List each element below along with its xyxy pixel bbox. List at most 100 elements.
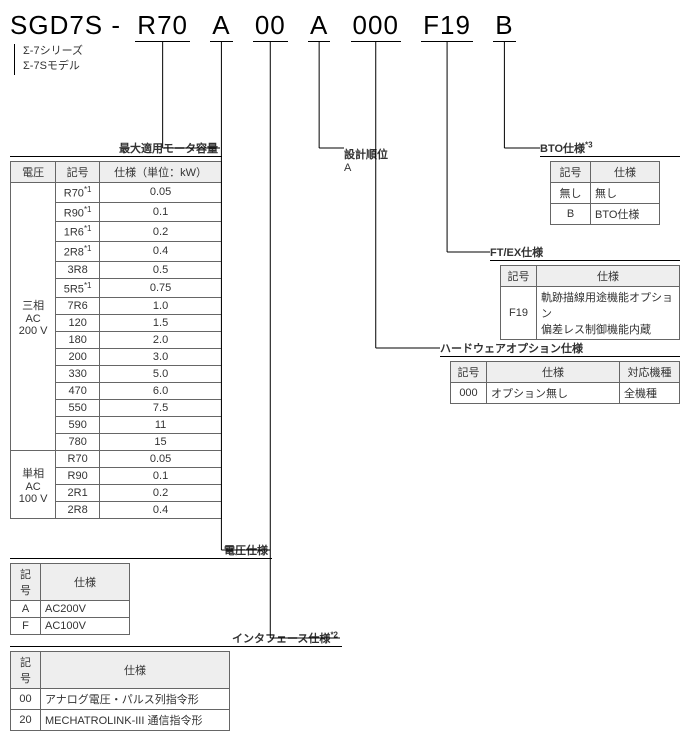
table-row: 三相 AC 200 VR70*10.05 xyxy=(11,183,222,203)
bto-spec-block: BTO仕様*3 記号 仕様 無し無しBBTO仕様 xyxy=(540,140,680,225)
seg-3: A xyxy=(308,10,330,42)
table-row: 単相 AC 100 VR700.05 xyxy=(11,451,222,468)
seg-0: R70 xyxy=(135,10,190,42)
code-cell: R90*1 xyxy=(56,202,100,222)
spec-cell: AC200V xyxy=(41,601,130,618)
spec-cell: 0.1 xyxy=(100,468,222,485)
mc-h2: 仕様（単位：kW） xyxy=(100,162,222,183)
interface-spec-title-text: インタフェース仕様 xyxy=(232,633,330,645)
design-rev-value: A xyxy=(344,162,414,174)
bto-spec-title: BTO仕様*3 xyxy=(540,140,680,157)
hw-h2: 対応機種 xyxy=(620,362,680,383)
is-body: 00アナログ電圧・パルス列指令形20MECHATROLINK-III 通信指令形 xyxy=(11,689,230,731)
table-row: 20MECHATROLINK-III 通信指令形 xyxy=(11,710,230,731)
design-rev-block: 設計順位 A xyxy=(344,146,414,174)
model-prefix: SGD7S xyxy=(10,10,103,41)
ftex-h0: 記号 xyxy=(501,266,537,287)
code-cell: 3R8 xyxy=(56,261,100,278)
spec-cell: 1.5 xyxy=(100,315,222,332)
spec-cell: 15 xyxy=(100,434,222,451)
interface-spec-table: 記号 仕様 00アナログ電圧・パルス列指令形20MECHATROLINK-III… xyxy=(10,651,230,731)
hw-option-block: ハードウェアオプション仕様 記号 仕様 対応機種 000オプション無し全機種 xyxy=(440,340,680,404)
hw-body: 000オプション無し全機種 xyxy=(451,383,680,404)
code-cell: R70*1 xyxy=(56,183,100,203)
bto-h0: 記号 xyxy=(551,162,591,183)
code-cell: B xyxy=(551,204,591,225)
voltage-spec-title: 電圧仕様 xyxy=(10,542,272,559)
ftex-spec-block: FT/EX仕様 記号 仕様 F19軌跡描線用途機能オプション 偏差レス制御機能内… xyxy=(490,244,680,340)
is-h1: 仕様 xyxy=(41,652,230,689)
code-cell: 00 xyxy=(11,689,41,710)
code-cell: 550 xyxy=(56,400,100,417)
table-row: AAC200V xyxy=(11,601,130,618)
seg-6: B xyxy=(493,10,515,42)
seg-2: 00 xyxy=(253,10,288,42)
code-cell: 180 xyxy=(56,332,100,349)
spec-cell: 3.0 xyxy=(100,349,222,366)
spec-cell: 0.4 xyxy=(100,241,222,261)
code-cell: 1R6*1 xyxy=(56,222,100,242)
seg-5: F19 xyxy=(421,10,473,42)
table-row: 000オプション無し全機種 xyxy=(451,383,680,404)
spec-cell: オプション無し xyxy=(487,383,620,404)
bto-spec-table: 記号 仕様 無し無しBBTO仕様 xyxy=(550,161,660,225)
ftex-spec-table: 記号 仕様 F19軌跡描線用途機能オプション 偏差レス制御機能内蔵 xyxy=(500,265,680,340)
code-cell: A xyxy=(11,601,41,618)
code-cell: 330 xyxy=(56,366,100,383)
spec-cell: アナログ電圧・パルス列指令形 xyxy=(41,689,230,710)
hw-option-title: ハードウェアオプション仕様 xyxy=(440,340,680,357)
spec-cell: 0.1 xyxy=(100,202,222,222)
voltage-cell: 単相 AC 100 V xyxy=(11,451,56,519)
spec-cell: 0.05 xyxy=(100,183,222,203)
table-head: 電圧 記号 仕様（単位：kW） xyxy=(11,162,222,183)
spec-cell: 0.75 xyxy=(100,278,222,298)
spec-cell: 2.0 xyxy=(100,332,222,349)
series-note: Σ-7シリーズ Σ-7Sモデル xyxy=(14,44,680,75)
motor-capacity-title: 最大適用モータ容量 xyxy=(10,140,222,157)
interface-spec-block: インタフェース仕様*2 記号 仕様 00アナログ電圧・パルス列指令形20MECH… xyxy=(10,630,342,731)
interface-spec-note: *2 xyxy=(330,630,338,639)
series-line-0: Σ-7シリーズ xyxy=(23,44,680,59)
table-row: F19軌跡描線用途機能オプション 偏差レス制御機能内蔵 xyxy=(501,287,680,340)
code-cell: 20 xyxy=(11,710,41,731)
spec-cell: 0.05 xyxy=(100,451,222,468)
spec-cell: MECHATROLINK-III 通信指令形 xyxy=(41,710,230,731)
vs-h0: 記号 xyxy=(11,564,41,601)
code-cell: 120 xyxy=(56,315,100,332)
bto-spec-note: *3 xyxy=(585,140,593,149)
motor-capacity-table: 電圧 記号 仕様（単位：kW） 三相 AC 200 VR70*10.05R90*… xyxy=(10,161,222,519)
spec-cell: 11 xyxy=(100,417,222,434)
mc-body: 三相 AC 200 VR70*10.05R90*10.11R6*10.22R8*… xyxy=(11,183,222,519)
code-cell: 590 xyxy=(56,417,100,434)
code-cell: 2R8*1 xyxy=(56,241,100,261)
ftex-spec-title: FT/EX仕様 xyxy=(490,244,680,261)
mc-h1: 記号 xyxy=(56,162,100,183)
table-row: 00アナログ電圧・パルス列指令形 xyxy=(11,689,230,710)
spec-cell: 7.5 xyxy=(100,400,222,417)
model-dash: - xyxy=(111,10,121,40)
voltage-spec-block: 電圧仕様 記号 仕様 AAC200VFAC100V xyxy=(10,542,272,635)
code-cell: F19 xyxy=(501,287,537,340)
mc-h0: 電圧 xyxy=(11,162,56,183)
target-cell: 全機種 xyxy=(620,383,680,404)
code-cell: R90 xyxy=(56,468,100,485)
seg-4: 000 xyxy=(351,10,401,42)
code-cell: R70 xyxy=(56,451,100,468)
hw-h0: 記号 xyxy=(451,362,487,383)
spec-cell: 0.5 xyxy=(100,261,222,278)
code-cell: 2R1 xyxy=(56,485,100,502)
spec-cell: 0.2 xyxy=(100,485,222,502)
ftex-h1: 仕様 xyxy=(537,266,680,287)
bto-body: 無し無しBBTO仕様 xyxy=(551,183,660,225)
table-row: BBTO仕様 xyxy=(551,204,660,225)
table-row: 無し無し xyxy=(551,183,660,204)
code-cell: 470 xyxy=(56,383,100,400)
hw-h1: 仕様 xyxy=(487,362,620,383)
seg-1: A xyxy=(210,10,232,42)
interface-spec-title: インタフェース仕様*2 xyxy=(10,630,342,647)
model-number: SGD7S - R70 A 00 A 000 F19 B xyxy=(10,10,680,42)
motor-capacity-block: 最大適用モータ容量 電圧 記号 仕様（単位：kW） 三相 AC 200 VR70… xyxy=(10,140,222,519)
voltage-cell: 三相 AC 200 V xyxy=(11,183,56,451)
spec-cell: 6.0 xyxy=(100,383,222,400)
hw-option-table: 記号 仕様 対応機種 000オプション無し全機種 xyxy=(450,361,680,404)
